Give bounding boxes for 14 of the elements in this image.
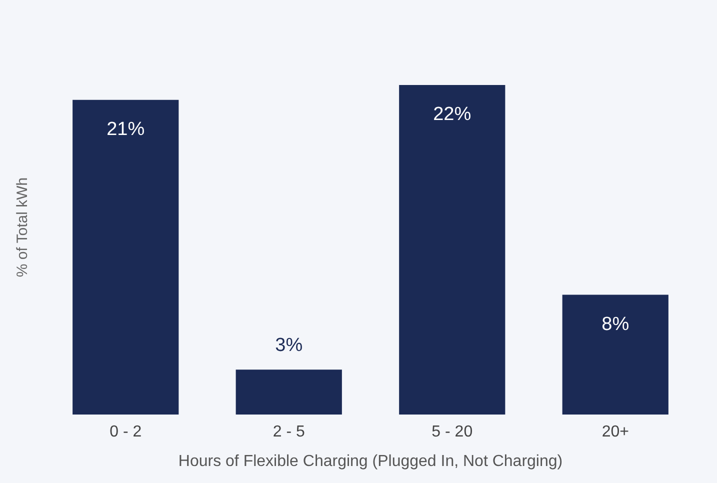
y-axis-title: % of Total kWh bbox=[14, 177, 32, 278]
bar bbox=[399, 84, 506, 415]
bar bbox=[72, 100, 179, 415]
x-tick-label: 2 - 5 bbox=[272, 424, 305, 441]
data-label: 22% bbox=[432, 104, 472, 126]
x-tick-label: 5 - 20 bbox=[432, 424, 473, 441]
data-label: 3% bbox=[274, 334, 304, 357]
x-tick-label: 20+ bbox=[602, 424, 629, 441]
bar bbox=[562, 294, 668, 415]
x-tick-label: 0 - 2 bbox=[110, 424, 142, 441]
data-label: 8% bbox=[600, 314, 630, 336]
bar bbox=[236, 370, 342, 415]
x-axis-title: Hours of Flexible Charging (Plugged In, Not Charging) bbox=[178, 452, 563, 470]
data-label: 21% bbox=[106, 118, 146, 141]
